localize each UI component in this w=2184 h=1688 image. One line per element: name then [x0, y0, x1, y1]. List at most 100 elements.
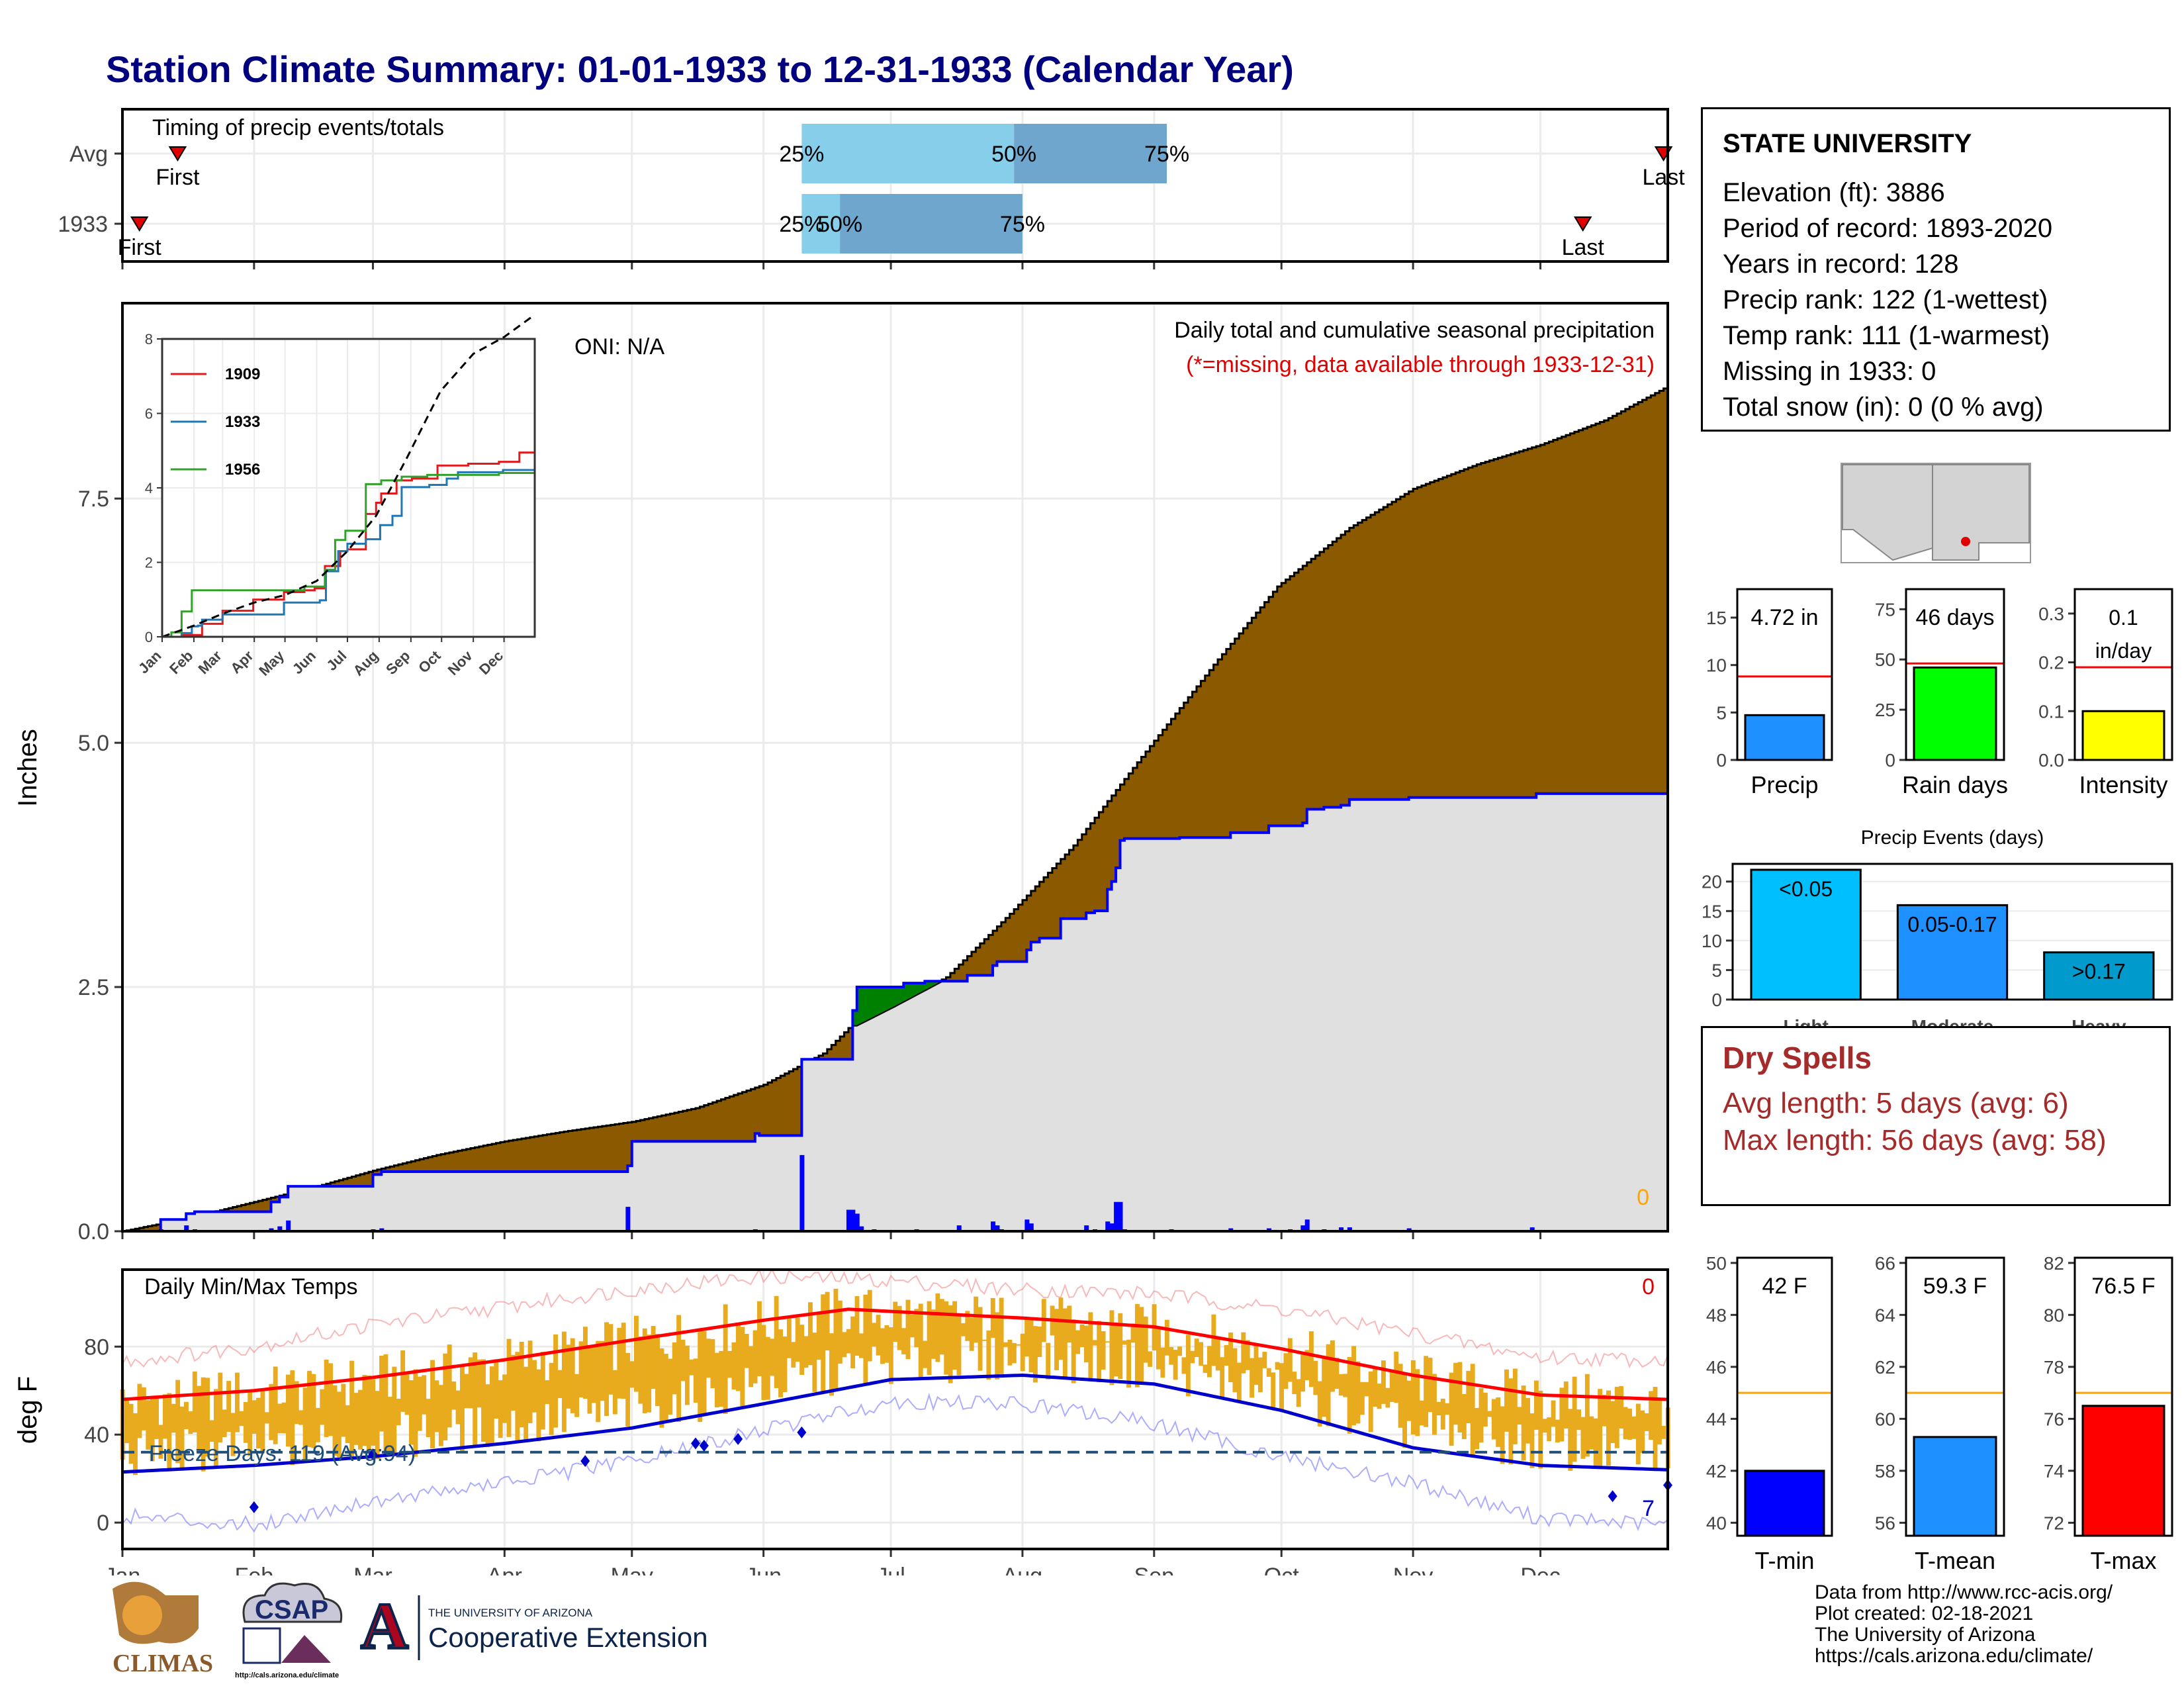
month-label: Jul: [876, 1564, 905, 1575]
daily-temp-bar: [625, 1352, 631, 1427]
daily-temp-bar: [850, 1316, 856, 1369]
daily-temp-bar: [1580, 1417, 1586, 1459]
daily-temp-bar: [553, 1334, 559, 1428]
daily-temp-bar: [328, 1363, 334, 1436]
daily-temp-bar: [175, 1380, 181, 1464]
daily-precip-bar: [1084, 1225, 1089, 1231]
daily-temp-bar: [235, 1372, 240, 1432]
daily-temp-bar: [629, 1361, 635, 1388]
daily-temp-bar: [285, 1374, 291, 1447]
daily-temp-bar: [256, 1397, 261, 1449]
daily-temp-bar: [290, 1370, 295, 1466]
inset-y-tick-label: 8: [145, 331, 153, 348]
credit-university: The University of Arizona: [1815, 1624, 2036, 1646]
daily-temp-bar: [1419, 1400, 1424, 1426]
daily-temp-bar: [854, 1296, 860, 1356]
station-elevation: Elevation (ft): 3886: [1723, 178, 1945, 207]
daily-temp-bar: [1610, 1401, 1615, 1444]
daily-temp-bar: [604, 1322, 609, 1417]
precip-panel-border: [121, 302, 1669, 1233]
daily-temp-bar: [757, 1301, 762, 1376]
daily-temp-bar: [923, 1340, 928, 1368]
inset-legend-label: 1956: [225, 461, 260, 479]
daily-temp-bar: [438, 1385, 443, 1446]
daily-precip-bar: [1300, 1225, 1306, 1231]
daily-temp-bar: [1232, 1348, 1238, 1393]
month-label: Jun: [745, 1564, 782, 1575]
daily-temp-bar: [561, 1331, 567, 1432]
t-max-value-label: 76.5 F: [2091, 1274, 2155, 1299]
t-min-y-tick-label: 48: [1706, 1305, 1727, 1325]
daily-temp-bar: [1134, 1303, 1140, 1387]
daily-temp-bar: [1593, 1418, 1598, 1466]
daily-temp-bar: [693, 1358, 698, 1403]
daily-temp-bar: [167, 1393, 172, 1472]
daily-temp-bar: [1304, 1350, 1310, 1381]
inset-y-tick-label: 2: [145, 555, 153, 571]
timing-p75-label: 75%: [1000, 212, 1045, 237]
daily-temp-bar: [1512, 1368, 1518, 1444]
daily-temp-bar: [137, 1383, 142, 1438]
daily-temp-bar: [1164, 1319, 1169, 1356]
daily-temp-bar: [1220, 1357, 1225, 1397]
daily-temp-bar: [837, 1300, 842, 1364]
daily-temp-bar: [1373, 1368, 1378, 1407]
inset-y-tick-label: 6: [145, 406, 153, 422]
daily-temp-bar: [1551, 1400, 1556, 1427]
t-max-y-tick-label: 76: [2044, 1409, 2064, 1429]
daily-temp-bar: [1097, 1321, 1102, 1383]
daily-temp-bar: [1105, 1341, 1110, 1343]
daily-temp-bar: [1292, 1372, 1297, 1394]
t-max-bar: [2081, 1405, 2165, 1537]
daily-temp-bar: [260, 1388, 265, 1454]
daily-temp-bar: [1317, 1381, 1322, 1427]
daily-temp-bar: [1644, 1413, 1649, 1431]
daily-temp-bar: [498, 1380, 503, 1438]
daily-temp-bar: [1457, 1362, 1463, 1433]
month-label: Mar: [353, 1564, 392, 1575]
daily-temp-bar: [935, 1293, 940, 1362]
rain-days-panel-border: [1905, 588, 2005, 761]
daily-temp-bar: [197, 1385, 202, 1452]
rain-days-category-label: Rain days: [1902, 771, 2008, 798]
freeze-diamond: [580, 1455, 590, 1468]
daily-precip-bar: [269, 1228, 274, 1231]
timing-p25-label: 25%: [779, 212, 824, 237]
precip-y-tick-label: 2.5: [78, 975, 109, 1000]
t-mean-category-label: T-mean: [1915, 1547, 1995, 1574]
daily-temp-bar: [1118, 1313, 1123, 1380]
timing-last-label: Last: [1642, 165, 1685, 190]
daily-temp-bar: [944, 1301, 949, 1375]
inset-series-line: [162, 470, 536, 638]
climas-logo-text: CLIMAS: [113, 1650, 213, 1677]
daily-temp-bar: [1032, 1326, 1038, 1383]
timing-first-marker: [168, 146, 187, 162]
daily-temp-bar: [443, 1353, 448, 1440]
precipitation-chart: 0.0 2.5 5.0 7.5 Inches Daily total and cumula…: [13, 302, 1669, 1244]
daily-temp-bar: [1343, 1374, 1348, 1397]
daily-precip-bar: [1304, 1219, 1310, 1231]
daily-temp-bar: [515, 1352, 520, 1442]
t-max-y-tick-label: 78: [2044, 1357, 2064, 1378]
daily-temp-bar: [489, 1366, 494, 1446]
daily-temp-bar: [485, 1384, 490, 1448]
daily-temp-bar: [600, 1340, 605, 1401]
daily-temp-bar: [608, 1324, 614, 1395]
daily-temp-bar: [311, 1374, 316, 1448]
daily-temp-bar: [1584, 1374, 1590, 1457]
daily-temp-bar: [710, 1338, 715, 1389]
daily-temp-bar: [676, 1315, 682, 1422]
timing-first-label: First: [118, 235, 162, 260]
page-title: Station Climate Summary: 01-01-1933 to 1…: [106, 48, 1294, 90]
freeze-diamond: [1608, 1490, 1617, 1503]
daily-temp-bar: [829, 1333, 834, 1396]
daily-temp-bar: [1445, 1403, 1450, 1415]
daily-temp-bar: [264, 1412, 269, 1424]
daily-temp-bar: [473, 1352, 478, 1447]
daily-temp-bar: [978, 1307, 983, 1371]
daily-temp-bar: [179, 1406, 185, 1469]
daily-temp-bar: [778, 1329, 783, 1397]
precip-events-bar-label: >0.17: [2072, 960, 2126, 984]
daily-temp-bar: [1334, 1358, 1340, 1389]
daily-temp-bar: [612, 1370, 617, 1415]
